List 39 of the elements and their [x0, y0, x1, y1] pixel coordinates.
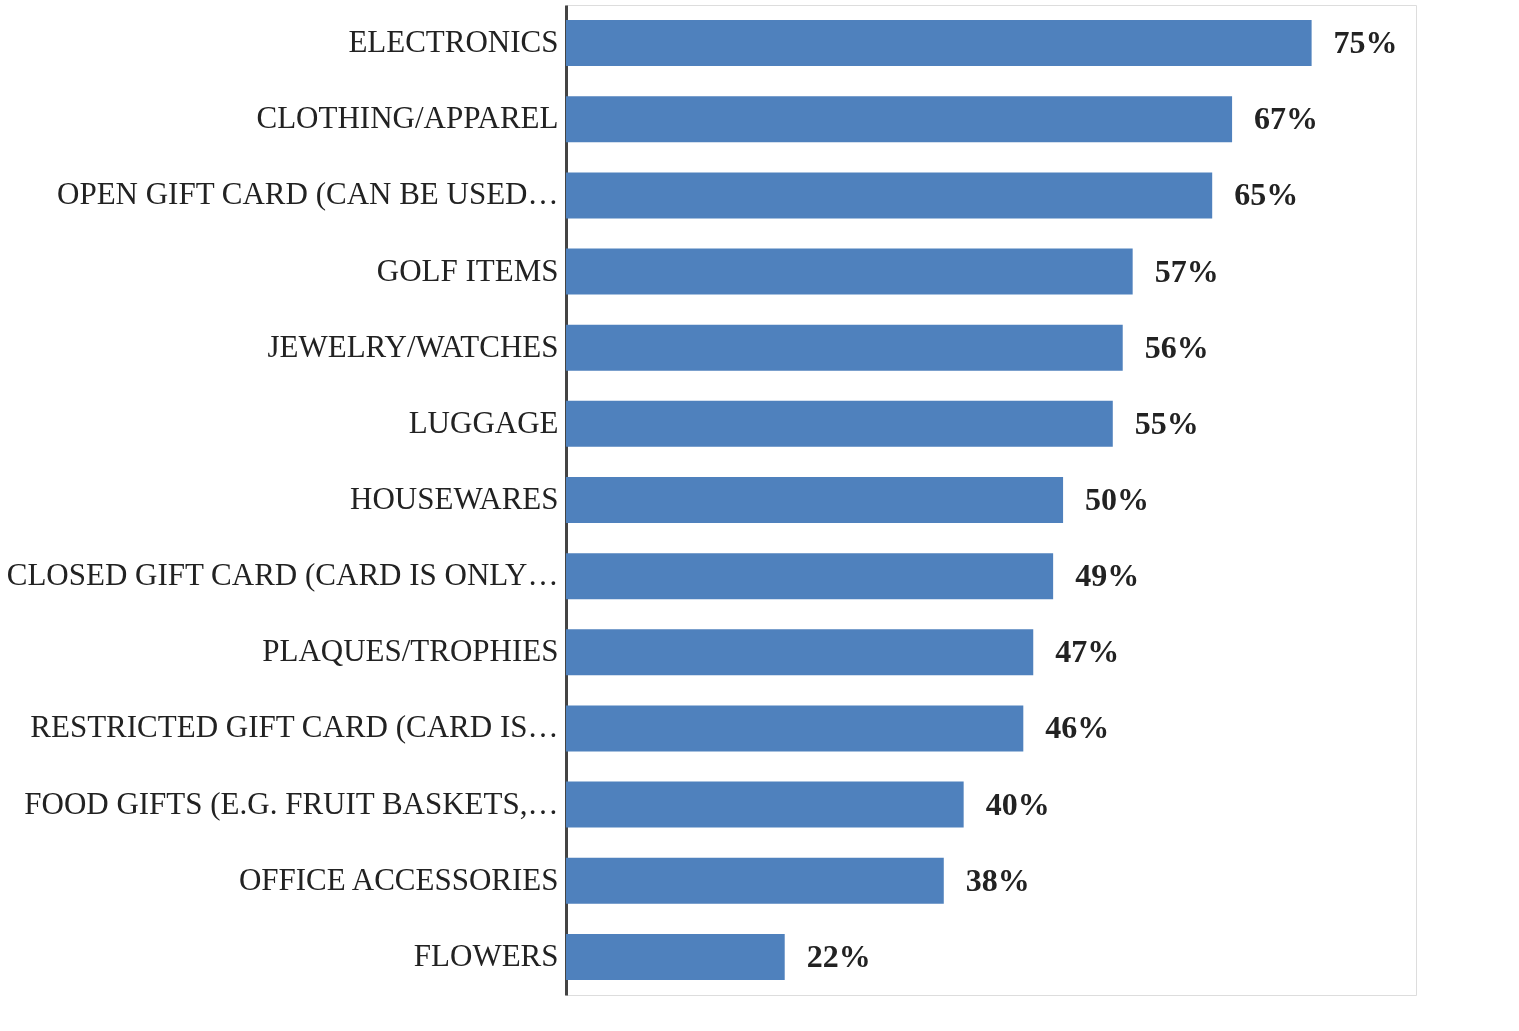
data-label: 57% [1154, 252, 1219, 289]
y-tick-label: RESTRICTED GIFT CARD (CARD IS… [30, 709, 559, 745]
bar [566, 248, 1133, 295]
bar [566, 629, 1034, 676]
data-label: 47% [1055, 633, 1120, 670]
data-label: 55% [1134, 404, 1199, 441]
y-tick-label: OFFICE ACCESSORIES [238, 861, 559, 897]
data-label: 38% [965, 861, 1030, 898]
bar [566, 400, 1113, 447]
y-tick-label: LUGGAGE [408, 404, 559, 440]
data-label: 46% [1045, 709, 1110, 746]
y-tick-label: PLAQUES/TROPHIES [262, 633, 559, 669]
data-label: 49% [1075, 557, 1140, 594]
bar [566, 857, 944, 904]
bar [566, 20, 1312, 67]
bar [566, 553, 1054, 600]
y-tick-label: HOUSEWARES [350, 481, 559, 516]
data-label: 75% [1333, 24, 1398, 61]
data-label: 40% [985, 785, 1050, 822]
y-tick-label: JEWELRY/WATCHES [267, 328, 559, 364]
bar [566, 781, 964, 828]
y-tick-label: CLOSED GIFT CARD (CARD IS ONLY… [6, 557, 559, 593]
y-tick-label: GOLF ITEMS [376, 252, 559, 288]
bar [566, 933, 785, 980]
bar [566, 705, 1024, 752]
data-label: 56% [1144, 328, 1209, 365]
bar [566, 172, 1213, 219]
data-label: 22% [806, 937, 871, 974]
data-label: 50% [1085, 481, 1150, 517]
bar [566, 96, 1233, 143]
y-tick-label: CLOTHING/APPAREL [256, 100, 559, 136]
y-tick-label: ELECTRONICS [348, 24, 559, 60]
y-tick-label: FOOD GIFTS (E.G. FRUIT BASKETS,… [24, 785, 559, 821]
bar [566, 324, 1123, 371]
bar [566, 477, 1064, 523]
data-label: 67% [1254, 100, 1319, 137]
y-tick-label: FLOWERS [413, 937, 559, 973]
y-tick-label: OPEN GIFT CARD (CAN BE USED… [57, 176, 559, 212]
data-label: 65% [1234, 176, 1299, 213]
